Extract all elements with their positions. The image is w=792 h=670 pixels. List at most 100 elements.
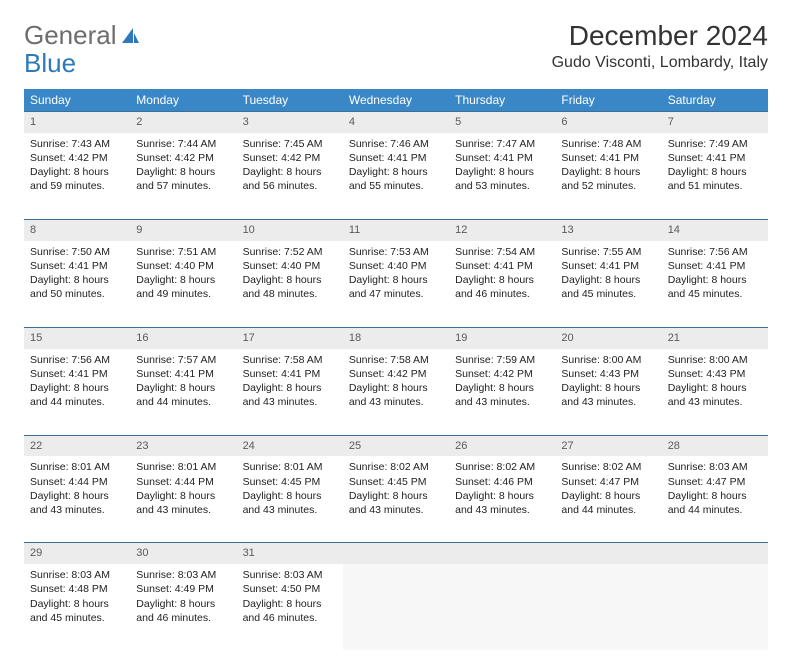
day-cell: Sunrise: 7:47 AMSunset: 4:41 PMDaylight:… — [449, 133, 555, 220]
day-details: Sunrise: 8:02 AMSunset: 4:47 PMDaylight:… — [555, 456, 661, 523]
daylight-line: Daylight: 8 hours and 43 minutes. — [455, 381, 549, 409]
day-details: Sunrise: 7:47 AMSunset: 4:41 PMDaylight:… — [449, 133, 555, 200]
sunrise-line: Sunrise: 7:56 AM — [668, 245, 762, 259]
sunset-line: Sunset: 4:40 PM — [136, 259, 230, 273]
day-number: 14 — [662, 219, 768, 240]
daylight-line: Daylight: 8 hours and 49 minutes. — [136, 273, 230, 301]
sunset-line: Sunset: 4:42 PM — [455, 367, 549, 381]
sunset-line: Sunset: 4:44 PM — [136, 475, 230, 489]
day-cell: Sunrise: 8:00 AMSunset: 4:43 PMDaylight:… — [555, 349, 661, 436]
day-cell: Sunrise: 8:03 AMSunset: 4:48 PMDaylight:… — [24, 564, 130, 650]
sunrise-line: Sunrise: 7:54 AM — [455, 245, 549, 259]
daylight-line: Daylight: 8 hours and 46 minutes. — [136, 597, 230, 625]
day-details: Sunrise: 7:57 AMSunset: 4:41 PMDaylight:… — [130, 349, 236, 416]
day-cell: Sunrise: 7:58 AMSunset: 4:42 PMDaylight:… — [343, 349, 449, 436]
day-details: Sunrise: 8:01 AMSunset: 4:44 PMDaylight:… — [24, 456, 130, 523]
sunrise-line: Sunrise: 7:56 AM — [30, 353, 124, 367]
sunrise-line: Sunrise: 7:57 AM — [136, 353, 230, 367]
sunset-line: Sunset: 4:46 PM — [455, 475, 549, 489]
day-cell: Sunrise: 8:01 AMSunset: 4:44 PMDaylight:… — [24, 456, 130, 543]
day-details: Sunrise: 7:54 AMSunset: 4:41 PMDaylight:… — [449, 241, 555, 308]
day-cell — [343, 564, 449, 650]
sunrise-line: Sunrise: 8:02 AM — [455, 460, 549, 474]
day-body-row: Sunrise: 8:01 AMSunset: 4:44 PMDaylight:… — [24, 456, 768, 543]
daylight-line: Daylight: 8 hours and 43 minutes. — [136, 489, 230, 517]
sunset-line: Sunset: 4:41 PM — [455, 151, 549, 165]
logo-line2: Blue — [24, 48, 144, 79]
daylight-line: Daylight: 8 hours and 43 minutes. — [561, 381, 655, 409]
day-cell: Sunrise: 7:50 AMSunset: 4:41 PMDaylight:… — [24, 241, 130, 328]
sunset-line: Sunset: 4:43 PM — [668, 367, 762, 381]
sunrise-line: Sunrise: 8:01 AM — [30, 460, 124, 474]
weekday-header: Wednesday — [343, 89, 449, 112]
day-cell: Sunrise: 8:03 AMSunset: 4:47 PMDaylight:… — [662, 456, 768, 543]
day-cell: Sunrise: 7:56 AMSunset: 4:41 PMDaylight:… — [662, 241, 768, 328]
day-number: 19 — [449, 327, 555, 348]
day-details: Sunrise: 8:01 AMSunset: 4:44 PMDaylight:… — [130, 456, 236, 523]
weekday-header: Friday — [555, 89, 661, 112]
day-body-row: Sunrise: 7:56 AMSunset: 4:41 PMDaylight:… — [24, 349, 768, 436]
sunrise-line: Sunrise: 8:02 AM — [561, 460, 655, 474]
day-number: 1 — [24, 112, 130, 133]
day-cell: Sunrise: 7:55 AMSunset: 4:41 PMDaylight:… — [555, 241, 661, 328]
day-details: Sunrise: 8:00 AMSunset: 4:43 PMDaylight:… — [555, 349, 661, 416]
sunset-line: Sunset: 4:50 PM — [243, 582, 337, 596]
day-details: Sunrise: 7:55 AMSunset: 4:41 PMDaylight:… — [555, 241, 661, 308]
day-cell: Sunrise: 7:46 AMSunset: 4:41 PMDaylight:… — [343, 133, 449, 220]
day-body-row: Sunrise: 8:03 AMSunset: 4:48 PMDaylight:… — [24, 564, 768, 650]
day-number: 16 — [130, 327, 236, 348]
day-details: Sunrise: 7:52 AMSunset: 4:40 PMDaylight:… — [237, 241, 343, 308]
day-number: 12 — [449, 219, 555, 240]
day-cell: Sunrise: 8:01 AMSunset: 4:44 PMDaylight:… — [130, 456, 236, 543]
sunrise-line: Sunrise: 8:03 AM — [30, 568, 124, 582]
day-number: 25 — [343, 435, 449, 456]
daylight-line: Daylight: 8 hours and 44 minutes. — [136, 381, 230, 409]
sunset-line: Sunset: 4:42 PM — [30, 151, 124, 165]
daylight-line: Daylight: 8 hours and 43 minutes. — [668, 381, 762, 409]
day-details: Sunrise: 7:45 AMSunset: 4:42 PMDaylight:… — [237, 133, 343, 200]
day-cell: Sunrise: 7:45 AMSunset: 4:42 PMDaylight:… — [237, 133, 343, 220]
sunrise-line: Sunrise: 7:55 AM — [561, 245, 655, 259]
day-cell: Sunrise: 8:01 AMSunset: 4:45 PMDaylight:… — [237, 456, 343, 543]
logo-text-blue: Blue — [24, 48, 76, 79]
sunrise-line: Sunrise: 7:59 AM — [455, 353, 549, 367]
day-number — [662, 543, 768, 564]
location: Gudo Visconti, Lombardy, Italy — [552, 54, 768, 72]
day-number: 7 — [662, 112, 768, 133]
sunrise-line: Sunrise: 7:49 AM — [668, 137, 762, 151]
sunrise-line: Sunrise: 7:48 AM — [561, 137, 655, 151]
day-number: 18 — [343, 327, 449, 348]
daylight-line: Daylight: 8 hours and 46 minutes. — [455, 273, 549, 301]
sunrise-line: Sunrise: 8:00 AM — [561, 353, 655, 367]
sunset-line: Sunset: 4:45 PM — [243, 475, 337, 489]
day-number: 27 — [555, 435, 661, 456]
sunrise-line: Sunrise: 7:58 AM — [349, 353, 443, 367]
sunset-line: Sunset: 4:42 PM — [243, 151, 337, 165]
daylight-line: Daylight: 8 hours and 43 minutes. — [349, 381, 443, 409]
sunrise-line: Sunrise: 7:53 AM — [349, 245, 443, 259]
day-details: Sunrise: 7:53 AMSunset: 4:40 PMDaylight:… — [343, 241, 449, 308]
day-details: Sunrise: 8:00 AMSunset: 4:43 PMDaylight:… — [662, 349, 768, 416]
sunset-line: Sunset: 4:40 PM — [349, 259, 443, 273]
day-details: Sunrise: 8:02 AMSunset: 4:45 PMDaylight:… — [343, 456, 449, 523]
day-details: Sunrise: 7:56 AMSunset: 4:41 PMDaylight:… — [662, 241, 768, 308]
day-cell: Sunrise: 8:03 AMSunset: 4:49 PMDaylight:… — [130, 564, 236, 650]
sunset-line: Sunset: 4:44 PM — [30, 475, 124, 489]
day-number: 31 — [237, 543, 343, 564]
day-details: Sunrise: 7:58 AMSunset: 4:42 PMDaylight:… — [343, 349, 449, 416]
day-cell: Sunrise: 8:00 AMSunset: 4:43 PMDaylight:… — [662, 349, 768, 436]
day-details: Sunrise: 7:43 AMSunset: 4:42 PMDaylight:… — [24, 133, 130, 200]
sunrise-line: Sunrise: 7:50 AM — [30, 245, 124, 259]
day-number-row: 891011121314 — [24, 219, 768, 240]
page-title: December 2024 — [552, 20, 768, 52]
day-number-row: 1234567 — [24, 112, 768, 133]
day-details: Sunrise: 8:03 AMSunset: 4:47 PMDaylight:… — [662, 456, 768, 523]
daylight-line: Daylight: 8 hours and 55 minutes. — [349, 165, 443, 193]
daylight-line: Daylight: 8 hours and 57 minutes. — [136, 165, 230, 193]
sunset-line: Sunset: 4:42 PM — [349, 367, 443, 381]
sunset-line: Sunset: 4:41 PM — [30, 259, 124, 273]
sunset-line: Sunset: 4:41 PM — [668, 259, 762, 273]
sunset-line: Sunset: 4:47 PM — [668, 475, 762, 489]
daylight-line: Daylight: 8 hours and 51 minutes. — [668, 165, 762, 193]
sunrise-line: Sunrise: 7:58 AM — [243, 353, 337, 367]
